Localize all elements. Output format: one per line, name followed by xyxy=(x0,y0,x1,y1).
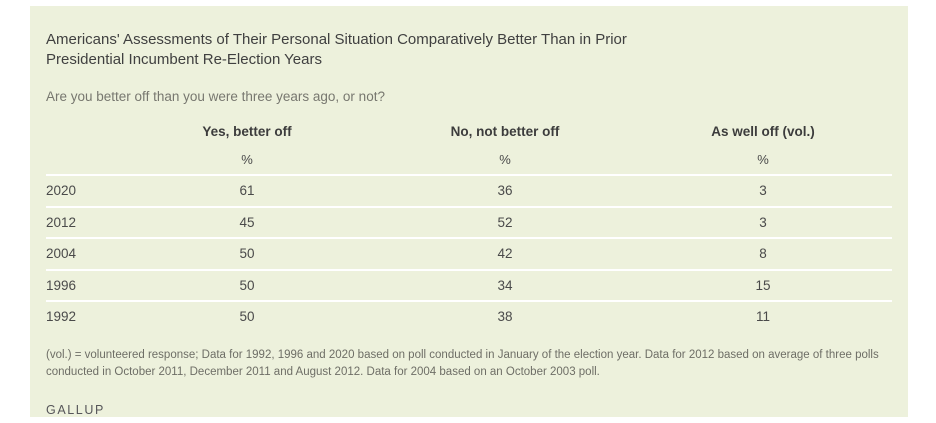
chart-title: Americans' Assessments of Their Personal… xyxy=(46,30,892,70)
table-row-2020: 2020 61 36 3 xyxy=(46,175,892,207)
value-yes: 45 xyxy=(239,214,255,230)
chart-title-line-2: Presidential Incumbent Re-Election Years xyxy=(46,51,322,68)
percent-symbol: % xyxy=(757,152,769,167)
chart-title-line-1: Americans' Assessments of Their Personal… xyxy=(46,31,627,48)
year-label: 2004 xyxy=(46,246,77,262)
survey-question: Are you better off than you were three y… xyxy=(46,89,385,104)
value-yes: 50 xyxy=(239,277,255,293)
value-no: 42 xyxy=(497,246,513,262)
value-no: 34 xyxy=(497,277,513,293)
poll-results-table: Yes, better off No, not better off As we… xyxy=(46,118,892,332)
value-yes: 61 xyxy=(239,183,255,199)
value-no: 52 xyxy=(497,214,513,230)
table-row-1996: 1996 50 34 15 xyxy=(46,269,892,302)
gallup-table-card: Americans' Assessments of Their Personal… xyxy=(30,6,908,417)
value-yes: 50 xyxy=(239,309,255,325)
percent-symbol: % xyxy=(241,152,253,167)
value-as-well: 15 xyxy=(755,277,771,293)
table-row-2012: 2012 45 52 3 xyxy=(46,206,892,239)
year-label: 2020 xyxy=(46,183,77,199)
column-header-row: Yes, better off No, not better off As we… xyxy=(46,118,892,145)
value-as-well: 3 xyxy=(759,214,767,230)
year-label: 1992 xyxy=(46,309,77,325)
year-label: 1996 xyxy=(46,277,77,293)
value-no: 36 xyxy=(497,183,513,199)
table-row-2004: 2004 50 42 8 xyxy=(46,238,892,270)
value-no: 38 xyxy=(497,309,513,325)
unit-empty-cell xyxy=(46,145,118,175)
value-as-well: 11 xyxy=(755,309,770,325)
value-as-well: 3 xyxy=(759,183,767,199)
percent-unit-row: % % % xyxy=(46,145,892,175)
value-yes: 50 xyxy=(239,246,255,262)
year-column-header xyxy=(46,118,118,145)
gallup-brand: GALLUP xyxy=(46,402,105,417)
value-as-well: 8 xyxy=(759,246,767,262)
table-row-1992: 1992 50 38 11 xyxy=(46,301,892,332)
column-header-as-well-off: As well off (vol.) xyxy=(711,124,815,139)
footnote: (vol.) = volunteered response; Data for … xyxy=(46,348,879,378)
column-header-no-not-better-off: No, not better off xyxy=(450,124,560,139)
percent-symbol: % xyxy=(499,152,511,167)
column-header-yes-better-off: Yes, better off xyxy=(202,124,292,139)
year-label: 2012 xyxy=(46,214,77,230)
